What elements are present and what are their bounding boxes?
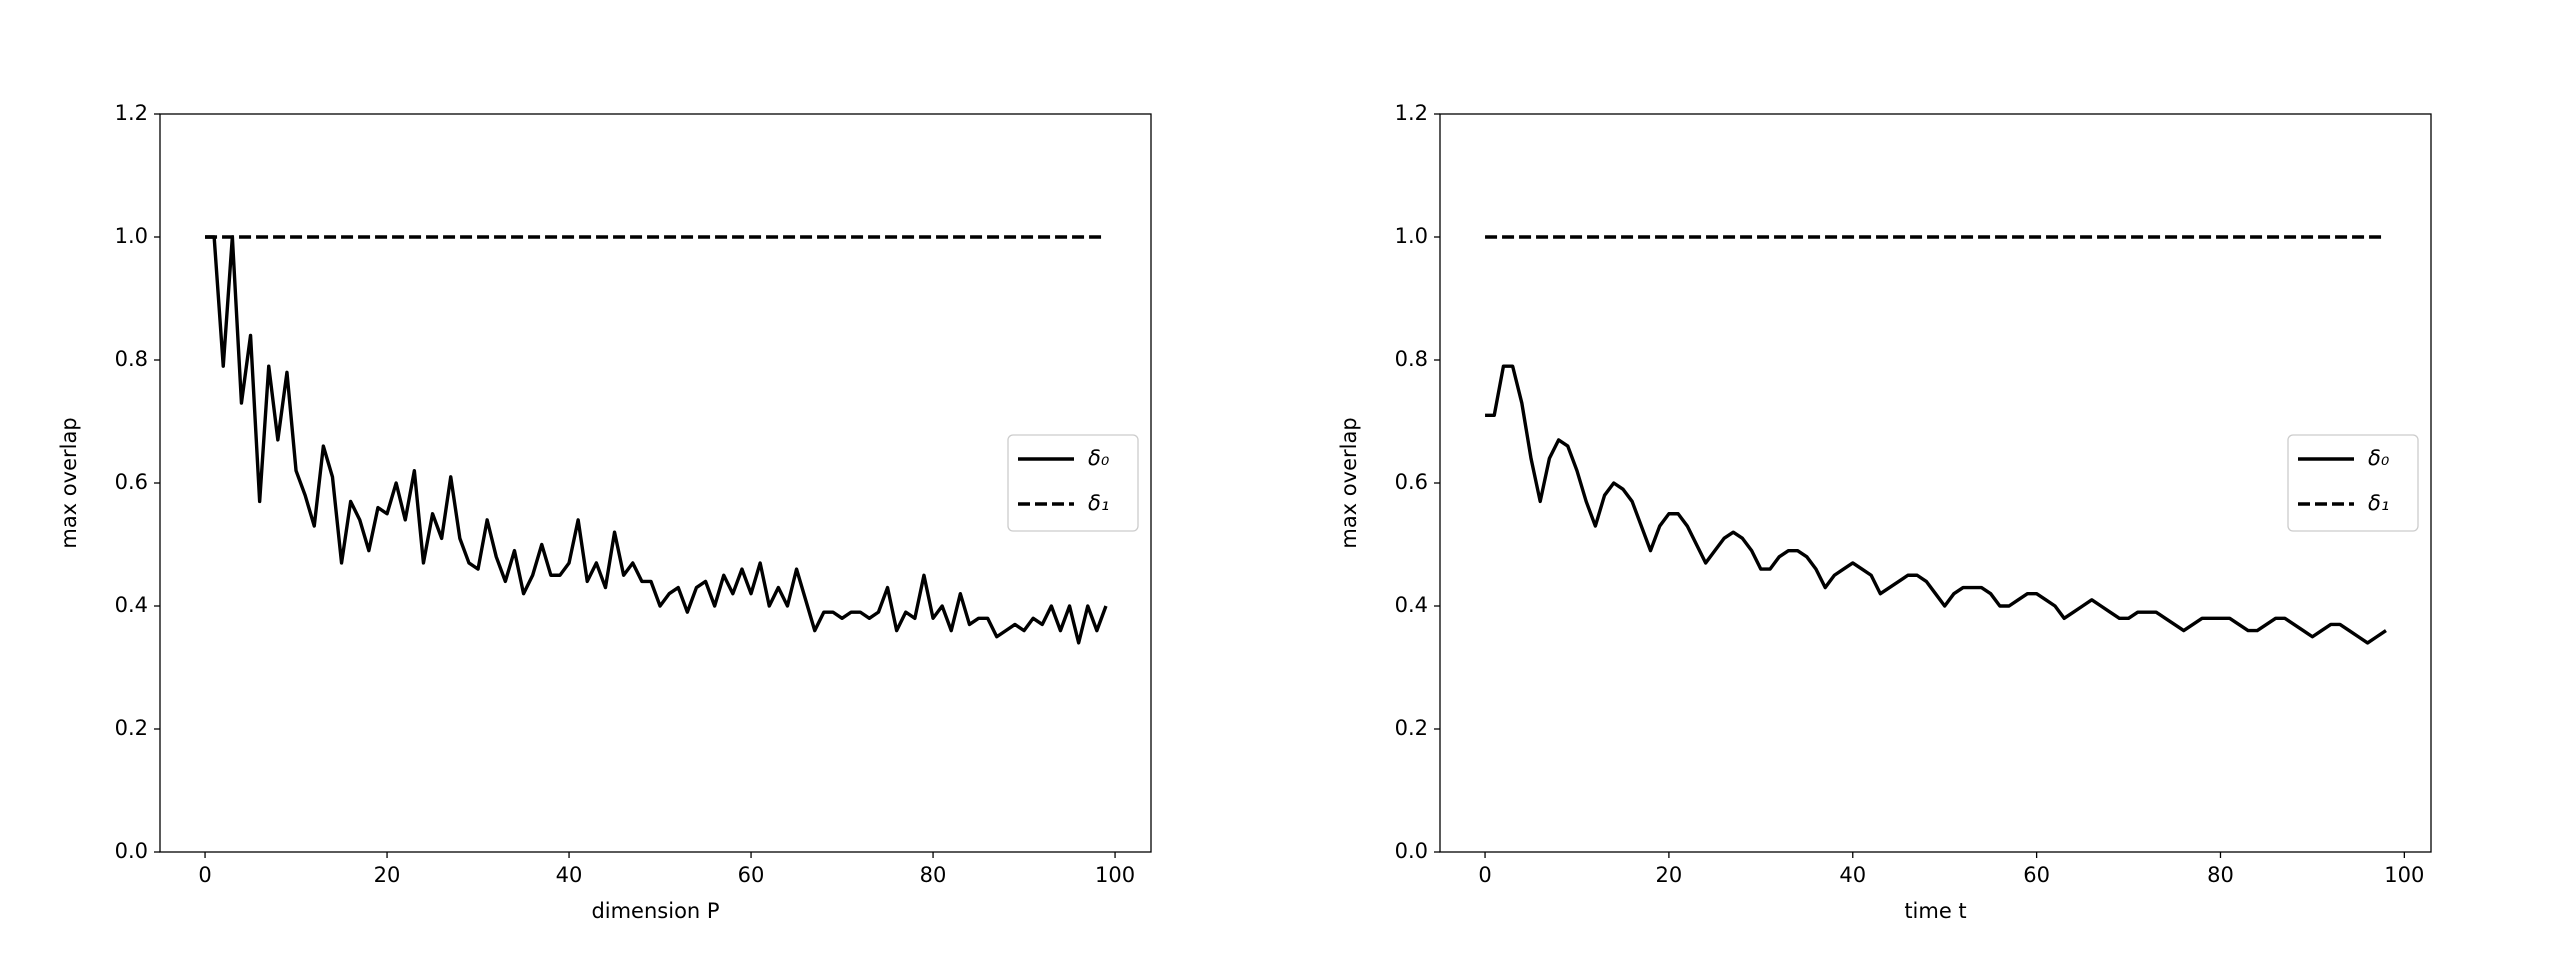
chart-panel: 0.0 0.2 0.4 0.6 0.8 1.0 1.2 0 20 40 60 80 100 dimensi… [57, 101, 1152, 923]
data-line [205, 235, 1108, 645]
x-tick-label: 100 [2384, 863, 2424, 887]
chart-panel: 0.0 0.2 0.4 0.6 0.8 1.0 1.2 0 20 40 60 80 100 time t m… [1337, 101, 2432, 923]
y-tick-label: 1.0 [1395, 224, 1428, 248]
plot-frame [1439, 113, 2432, 853]
legend-label: δ₁ [1088, 491, 1109, 515]
x-tick-label: 20 [1656, 863, 1683, 887]
x-tick-label: 20 [374, 863, 401, 887]
y-tick-label: 0.4 [115, 593, 148, 617]
x-tick-label: 0 [198, 863, 211, 887]
y-tick-label: 0.6 [1395, 470, 1428, 494]
x-tick-label: 60 [2023, 863, 2050, 887]
legend-box [1007, 434, 1139, 532]
y-tick-label: 0.4 [1395, 593, 1428, 617]
plot-frame [159, 113, 1152, 853]
y-tick-label: 0.0 [115, 839, 148, 863]
legend-label: δ₁ [2368, 491, 2389, 515]
x-axis-label: time t [1904, 899, 1966, 923]
y-tick-label: 0.8 [1395, 347, 1428, 371]
x-axis-label: dimension P [591, 899, 719, 923]
x-tick-label: 80 [920, 863, 947, 887]
x-tick-label: 40 [1839, 863, 1866, 887]
data-line [1485, 364, 2387, 645]
legend-label: δ₀ [1088, 446, 1110, 470]
legend: δ₀ δ₁ [1007, 434, 1139, 532]
y-tick-label: 0.2 [115, 716, 148, 740]
y-axis-label: max overlap [57, 417, 81, 548]
y-tick-label: 1.2 [1395, 101, 1428, 125]
y-tick-label: 0.0 [1395, 839, 1428, 863]
y-axis-label: max overlap [1337, 417, 1361, 548]
legend-box [2287, 434, 2419, 532]
y-tick-label: 0.6 [115, 470, 148, 494]
y-tick-label: 0.2 [1395, 716, 1428, 740]
x-tick-label: 40 [556, 863, 583, 887]
legend-label: δ₀ [2368, 446, 2390, 470]
y-tick-label: 1.2 [115, 101, 148, 125]
x-tick-label: 60 [738, 863, 765, 887]
legend: δ₀ δ₁ [2287, 434, 2419, 532]
x-tick-label: 80 [2207, 863, 2234, 887]
x-tick-label: 0 [1478, 863, 1491, 887]
x-tick-label: 100 [1095, 863, 1135, 887]
y-tick-label: 0.8 [115, 347, 148, 371]
y-tick-label: 1.0 [115, 224, 148, 248]
